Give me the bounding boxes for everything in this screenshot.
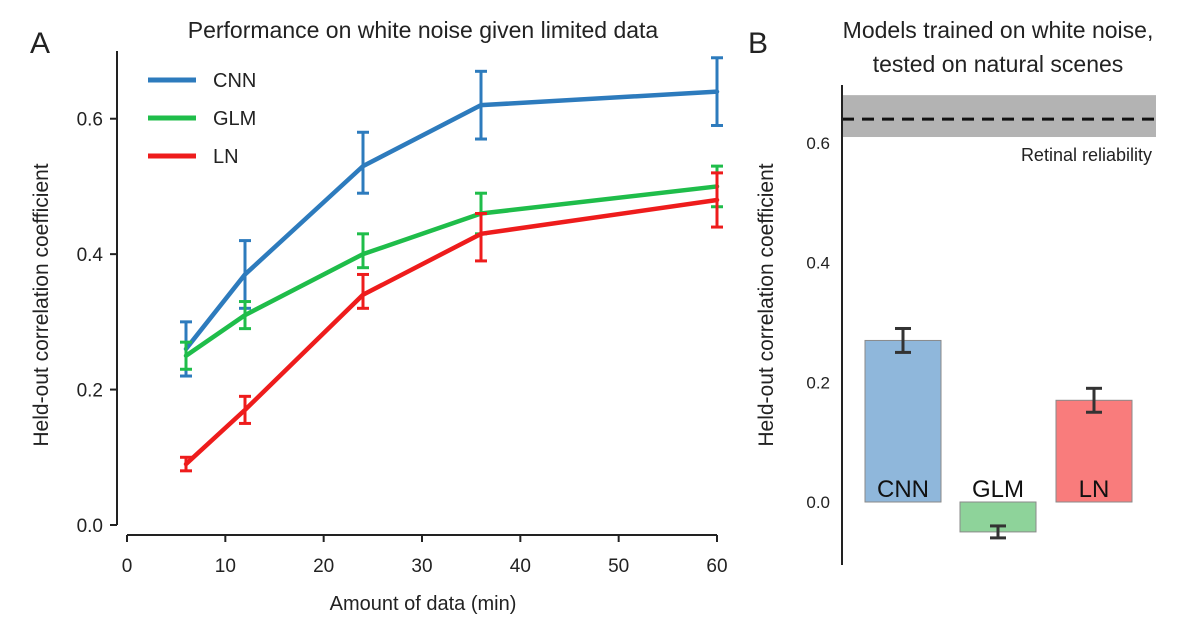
bar-label: CNN (877, 476, 929, 503)
reliability-band (842, 95, 1156, 138)
bar-label: GLM (972, 476, 1024, 503)
error-bar (357, 232, 369, 270)
panel-a-letter: A (30, 27, 50, 60)
y-tick-label: 0.2 (806, 373, 830, 392)
error-bar (1086, 386, 1102, 414)
line-chart-panel: Performance on white noise given limited… (30, 17, 728, 615)
error-bar (180, 455, 192, 473)
error-bar (239, 239, 251, 310)
y-tick-label: 0.0 (77, 516, 103, 537)
error-bar (357, 272, 369, 310)
error-bar (711, 56, 723, 127)
x-tick-label: 30 (411, 556, 432, 577)
bar-label: LN (1079, 476, 1110, 503)
series-layer (180, 56, 723, 473)
error-bar (239, 300, 251, 331)
error-bar (990, 524, 1006, 540)
chart-title-line-1: Models trained on white noise, (843, 17, 1154, 43)
x-tick-label: 0 (122, 556, 133, 577)
chart-title: Performance on white noise given limited… (188, 17, 659, 43)
error-bar (475, 69, 487, 141)
y-tick-label: 0.4 (77, 245, 104, 266)
series-line-cnn (183, 89, 720, 352)
legend-label: LN (213, 146, 239, 168)
x-axis-label: Amount of data (min) (330, 593, 517, 615)
reference-layer: Retinal reliability (842, 95, 1156, 165)
x-tick-label: 20 (313, 556, 334, 577)
legend-label: GLM (213, 108, 256, 130)
panel-b-letter: B (748, 27, 768, 60)
bar-chart-panel: Models trained on white noise, tested on… (755, 17, 1156, 565)
y-tick-label: 0.2 (77, 381, 103, 402)
reliability-label: Retinal reliability (1021, 145, 1152, 165)
chart-title-line-2: tested on natural scenes (873, 51, 1124, 77)
bar-cnn (864, 339, 942, 503)
x-tick-label: 40 (510, 556, 531, 577)
series-line-ln (183, 197, 720, 467)
y-tick-label: 0.6 (806, 134, 830, 153)
y-tick-label: 0.6 (77, 110, 103, 131)
error-bar (475, 212, 487, 263)
error-bar (895, 326, 911, 354)
bar-ln (1055, 399, 1133, 503)
y-axis-label: Held-out correlation coefficient (30, 163, 53, 446)
axes: 0.0 0.2 0.4 0.6 0 10 20 30 40 50 60 (77, 51, 728, 577)
error-bar (711, 171, 723, 229)
legend: CNN GLM LN (148, 70, 256, 168)
y-axis-label: Held-out correlation coefficient (755, 163, 778, 446)
legend-label: CNN (213, 70, 256, 92)
error-bar (180, 340, 192, 371)
axes: 0.0 0.2 0.4 0.6 (806, 85, 843, 565)
error-bar (239, 394, 251, 425)
bars-layer: CNN GLM LN (864, 326, 1133, 540)
x-tick-label: 60 (706, 556, 727, 577)
x-tick-label: 50 (608, 556, 629, 577)
y-tick-label: 0.4 (806, 254, 830, 273)
y-tick-label: 0.0 (806, 493, 830, 512)
error-bar (357, 130, 369, 195)
x-tick-label: 10 (215, 556, 236, 577)
